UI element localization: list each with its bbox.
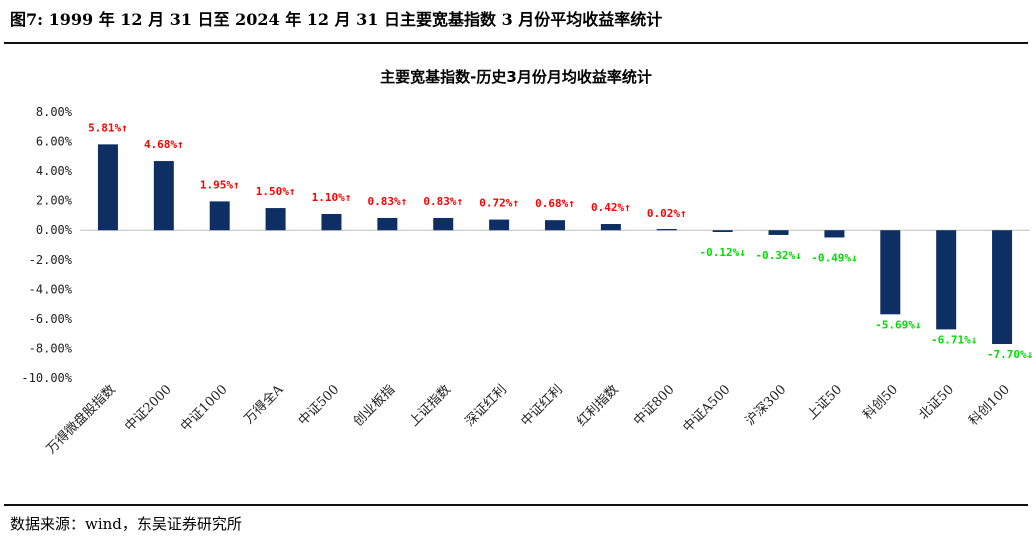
x-tick-label: 上证50 xyxy=(805,382,846,423)
bar-3 xyxy=(265,208,286,231)
data-label: 5.81%↑ xyxy=(88,121,128,134)
data-label: 1.50%↑ xyxy=(256,185,296,198)
x-tick-label: 中证A500 xyxy=(680,382,733,435)
bars-group xyxy=(97,144,1013,345)
y-tick-label: -2.00% xyxy=(29,253,73,267)
y-tick-label: 4.00% xyxy=(36,164,73,178)
data-label: 4.68%↑ xyxy=(144,138,184,151)
top-divider xyxy=(4,42,1028,44)
x-tick-label: 红利指数 xyxy=(574,382,622,430)
x-tick-label: 中证红利 xyxy=(518,382,566,430)
bar-12 xyxy=(768,230,789,235)
x-tick-label: 中证2000 xyxy=(122,382,174,434)
figure-title: 图7: 1999 年 12 月 31 日至 2024 年 12 月 31 日主要… xyxy=(10,10,663,29)
x-tick-label: 北证50 xyxy=(916,382,957,423)
bar-13 xyxy=(824,230,845,238)
bar-0 xyxy=(97,144,118,231)
bar-2 xyxy=(209,201,230,231)
data-label: 0.02%↑ xyxy=(647,207,687,220)
bar-10 xyxy=(656,229,677,231)
data-label: -0.49%↓ xyxy=(811,251,857,264)
chart-title: 主要宽基指数-历史3月份月均收益率统计 xyxy=(380,68,652,86)
x-tick-label: 深证红利 xyxy=(462,382,510,430)
y-tick-label: 6.00% xyxy=(36,135,73,149)
x-tick-label: 万得全A xyxy=(241,381,287,427)
x-tick-label: 中证1000 xyxy=(178,382,230,434)
bar-16 xyxy=(992,230,1013,345)
bottom-divider xyxy=(4,504,1028,506)
bar-7 xyxy=(489,219,510,231)
bar-1 xyxy=(153,161,174,231)
bar-8 xyxy=(545,220,565,231)
bar-15 xyxy=(936,230,957,330)
data-label: 1.95%↑ xyxy=(200,178,240,191)
data-label: 0.68%↑ xyxy=(535,197,575,210)
data-label: -6.71%↓ xyxy=(931,333,977,346)
x-tick-label: 科创50 xyxy=(860,382,901,423)
data-label: 0.83%↑ xyxy=(367,195,407,208)
x-tick-label: 万得微盘股指数 xyxy=(43,382,119,458)
source-note: 数据来源：wind，东吴证券研究所 xyxy=(10,515,242,533)
x-tick-label: 科创100 xyxy=(966,382,1013,429)
x-axis: 万得微盘股指数 中证2000 中证1000 万得全A 中证500 创业板指 上证指数 深证红利… xyxy=(43,381,1013,457)
data-label: 1.10%↑ xyxy=(312,191,352,204)
bar-5 xyxy=(377,217,398,231)
data-labels-group: 5.81%↑ 4.68%↑ 1.95%↑ 1.50%↑ 1.10%↑ 0.83%↑ 0.83… xyxy=(88,121,1032,361)
y-tick-label: -6.00% xyxy=(29,312,73,326)
x-tick-label: 沪深300 xyxy=(742,382,789,429)
bar-9 xyxy=(600,224,621,231)
data-label: 0.83%↑ xyxy=(423,195,463,208)
data-label: -0.32%↓ xyxy=(755,249,801,262)
x-tick-label: 中证800 xyxy=(631,382,678,429)
bar-4 xyxy=(321,213,342,231)
y-tick-label: 2.00% xyxy=(36,194,73,208)
y-tick-label: -8.00% xyxy=(29,341,73,355)
y-tick-label: 0.00% xyxy=(36,223,73,237)
data-label: -7.70%↓ xyxy=(987,348,1032,361)
y-tick-label: -4.00% xyxy=(29,282,73,296)
x-tick-label: 创业板指 xyxy=(351,382,398,429)
bar-14 xyxy=(880,230,901,315)
data-label: 0.72%↑ xyxy=(479,197,519,210)
data-label: 0.42%↑ xyxy=(591,201,631,214)
bar-6 xyxy=(433,217,454,231)
data-label: -0.12%↓ xyxy=(699,246,745,259)
x-tick-label: 中证500 xyxy=(296,382,343,429)
bar-11 xyxy=(712,230,733,232)
x-tick-label: 上证指数 xyxy=(407,382,454,429)
y-tick-label: 8.00% xyxy=(36,105,73,119)
bar-chart: 主要宽基指数-历史3月份月均收益率统计 8.00% 6.00% 4.00% 2.00%… xyxy=(21,68,1032,457)
y-tick-label: -10.00% xyxy=(21,371,72,385)
data-label: -5.69%↓ xyxy=(875,318,921,331)
